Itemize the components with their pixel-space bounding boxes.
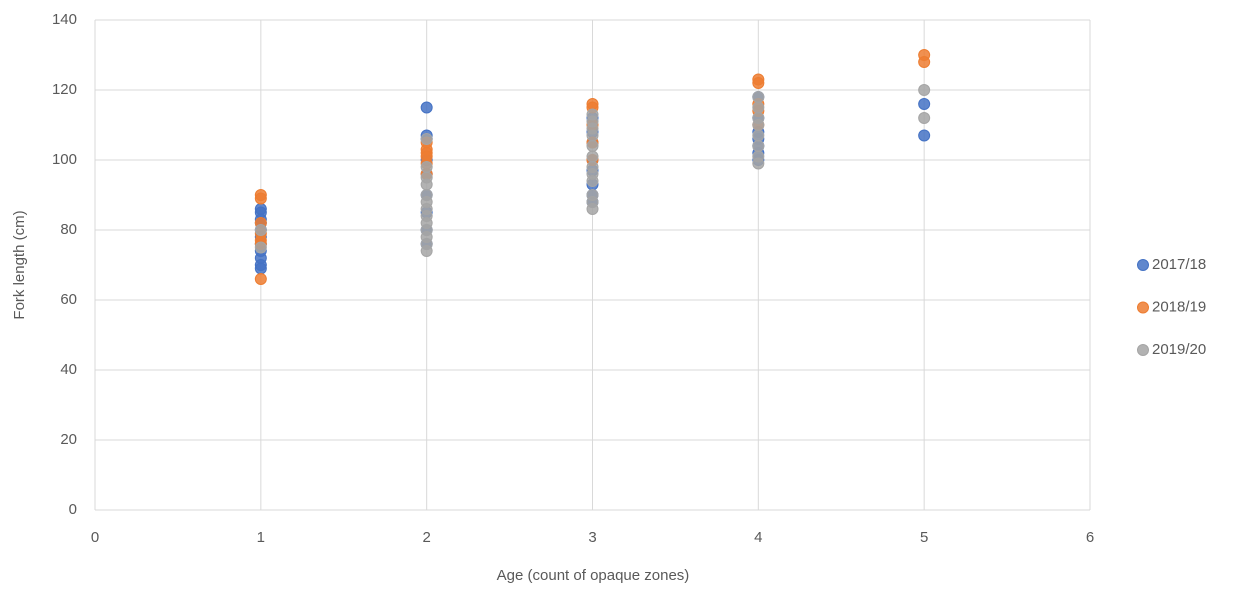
point [254,224,267,236]
legend-marker [1137,259,1149,271]
x-tick-label: 3 [588,529,596,546]
y-tick-label: 140 [52,11,77,28]
point [254,192,267,205]
y-tick-label: 0 [69,501,77,518]
x-tick-label: 4 [754,529,762,546]
y-tick-label: 20 [60,431,77,448]
y-tick-label: 60 [60,291,77,308]
point [752,91,765,103]
x-tick-label: 5 [920,529,928,546]
x-tick-label: 0 [91,529,99,546]
y-tick-label: 80 [60,221,77,238]
point [586,175,599,187]
x-tick-label: 2 [422,529,430,546]
point [420,161,433,173]
legend-marker [1137,301,1149,314]
y-tick-label: 40 [60,361,77,378]
point [586,129,599,142]
point [420,101,433,114]
legend-label: 2018/19 [1152,298,1206,315]
point [918,84,931,96]
point [752,119,765,131]
y-tick-label: 120 [52,81,77,98]
point [420,178,433,191]
point [752,140,765,152]
point [918,98,931,110]
x-tick-label: 6 [1086,529,1094,546]
x-tick-label: 1 [257,529,265,546]
point [420,133,433,145]
point [752,157,765,170]
legend-marker [1137,344,1149,356]
point [586,203,599,215]
point [254,262,267,275]
y-axis-label: Fork length (cm) [11,210,28,319]
point [752,101,765,114]
legend-label: 2019/20 [1152,341,1206,358]
legend-label: 2017/18 [1152,256,1206,273]
point [918,129,931,142]
point [586,150,599,163]
point [918,112,931,124]
point [752,77,765,89]
point [918,56,931,68]
point [254,273,267,285]
point [752,129,765,142]
point [420,245,433,257]
x-axis-label: Age (count of opaque zones) [497,567,690,584]
y-tick-label: 100 [52,151,77,168]
point [254,241,267,254]
point [586,140,599,152]
